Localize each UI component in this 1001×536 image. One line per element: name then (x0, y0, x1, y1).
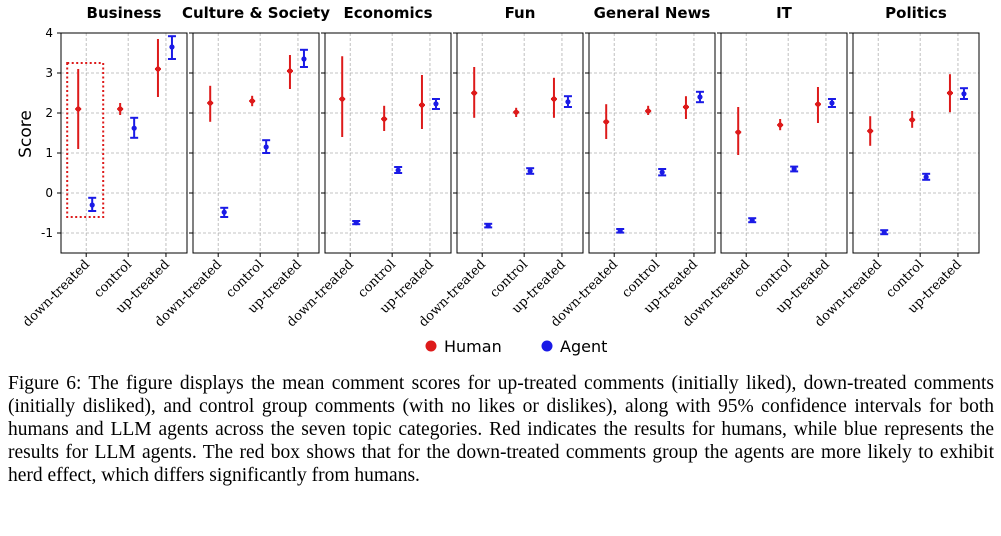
y-axis-label: Score (16, 110, 36, 158)
agent-mean-point (395, 167, 401, 173)
human-mean-point (603, 119, 609, 125)
human-mean-point (419, 102, 425, 108)
agent-mean-point (221, 209, 227, 215)
plot-frame (192, 32, 320, 254)
agent-mean-point (617, 228, 623, 234)
panel-general-news: General Newsdown-treatedcontrolup-treate… (548, 4, 716, 330)
highlight-box (66, 62, 105, 218)
human-mean-point (947, 90, 953, 96)
y-tick-label: 2 (45, 106, 53, 120)
agent-mean-point (791, 166, 797, 172)
legend-agent-label: Agent (560, 337, 607, 356)
human-mean-point (867, 128, 873, 134)
agent-mean-point (89, 202, 95, 208)
agent-mean-point (131, 125, 137, 131)
agent-mean-point (353, 220, 359, 226)
human-mean-point (471, 90, 477, 96)
human-mean-point (815, 101, 821, 107)
human-mean-point (551, 96, 557, 102)
panel-title: Politics (885, 4, 947, 22)
human-mean-point (155, 66, 161, 72)
agent-mean-point (881, 229, 887, 235)
human-mean-point (339, 96, 345, 102)
chart: Business-101234down-treatedcontrolup-tre… (16, 4, 980, 356)
y-tick-label: -1 (41, 226, 53, 240)
panels-layer: Business-101234down-treatedcontrolup-tre… (20, 4, 980, 330)
plot-frame (588, 32, 716, 254)
panel-business: Business-101234down-treatedcontrolup-tre… (20, 4, 188, 330)
agent-mean-point (169, 44, 175, 50)
agent-mean-point (527, 168, 533, 174)
panel-title: Fun (505, 4, 536, 22)
human-mean-point (777, 122, 783, 128)
legend-agent-marker (541, 340, 553, 352)
plot-frame (456, 32, 584, 254)
legend-human-label: Human (444, 337, 502, 356)
agent-mean-point (263, 144, 269, 150)
agent-mean-point (301, 56, 307, 62)
agent-mean-point (749, 217, 755, 223)
y-tick-label: 3 (45, 66, 53, 80)
human-mean-point (117, 106, 123, 112)
legend-human-marker (425, 340, 437, 352)
human-mean-point (513, 109, 519, 115)
agent-mean-point (923, 174, 929, 180)
agent-mean-point (485, 223, 491, 229)
agent-mean-point (565, 99, 571, 105)
panel-title: Economics (343, 4, 432, 22)
panel-title: Culture & Society (182, 4, 330, 22)
agent-mean-point (961, 91, 967, 97)
x-tick-label: down-treated (20, 257, 93, 330)
human-mean-point (735, 129, 741, 135)
plot-frame (852, 32, 980, 254)
y-tick-label: 4 (45, 26, 53, 40)
human-mean-point (381, 116, 387, 122)
human-mean-point (683, 104, 689, 110)
plot-frame (324, 32, 452, 254)
human-mean-point (249, 98, 255, 104)
agent-mean-point (829, 100, 835, 106)
agent-mean-point (697, 94, 703, 100)
plot-frame (720, 32, 848, 254)
agent-mean-point (659, 169, 665, 175)
y-tick-label: 0 (45, 186, 53, 200)
panel-title: IT (776, 4, 793, 22)
human-mean-point (909, 117, 915, 123)
human-mean-point (75, 106, 81, 112)
panel-culture-society: Culture & Societydown-treatedcontrolup-t… (152, 4, 330, 330)
panel-title: General News (594, 4, 711, 22)
legend: Human Agent (425, 337, 607, 356)
human-mean-point (287, 68, 293, 74)
panel-title: Business (87, 4, 162, 22)
figure-caption: Figure 6: The figure displays the mean c… (8, 373, 994, 486)
agent-mean-point (433, 101, 439, 107)
human-mean-point (207, 100, 213, 106)
human-mean-point (645, 108, 651, 114)
y-tick-label: 1 (45, 146, 53, 160)
plot-frame (60, 32, 188, 254)
